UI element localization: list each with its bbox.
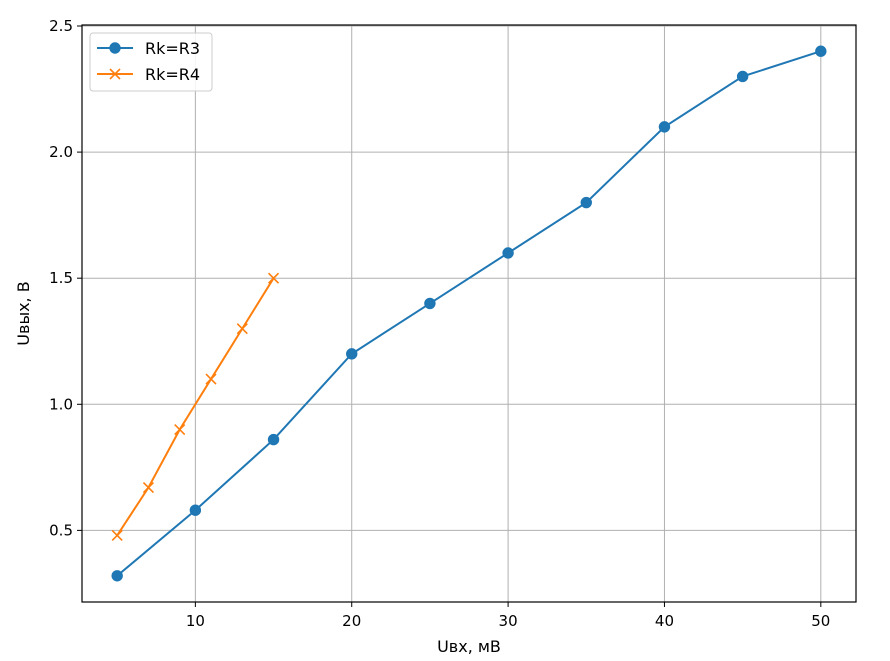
data-point — [736, 70, 749, 83]
y-axis-label: Uвых, В — [14, 281, 33, 345]
x-marker-stroke — [111, 529, 123, 541]
series-rk-r3 — [111, 45, 827, 582]
series-layer — [111, 45, 827, 582]
x-tick-label: 10 — [186, 612, 205, 630]
y-tick-label: 2.0 — [49, 143, 73, 161]
data-point — [815, 45, 827, 57]
legend: Rk=R3 Rk=R4 — [89, 32, 213, 92]
data-point — [346, 348, 358, 360]
legend-item: Rk=R4 — [97, 65, 200, 84]
x-tick-label: 30 — [499, 612, 518, 630]
y-tick-label: 1.0 — [49, 395, 73, 413]
x-marker-stroke — [109, 68, 121, 80]
data-point — [267, 433, 280, 446]
series-rk-r4 — [111, 272, 280, 541]
data-point — [205, 373, 217, 385]
x-marker-stroke — [205, 373, 217, 385]
data-point — [189, 504, 202, 516]
data-point — [111, 529, 123, 541]
x-marker-stroke — [142, 481, 155, 494]
y-tick-label: 0.5 — [49, 521, 73, 539]
grid — [82, 25, 856, 602]
data-point — [502, 247, 514, 259]
data-point — [424, 297, 436, 310]
data-point — [109, 68, 121, 80]
ticks: 10 20 30 40 50 0.5 1.0 1.5 2.0 2.5 — [49, 17, 830, 630]
data-point — [236, 323, 248, 335]
series-line — [116, 50, 822, 577]
data-point — [109, 42, 121, 54]
data-point — [111, 570, 123, 582]
x-tick-label: 20 — [342, 612, 361, 630]
x-tick-label: 40 — [655, 612, 674, 630]
series-line — [116, 277, 275, 536]
data-point — [580, 196, 592, 209]
plot-frame — [81, 24, 857, 603]
x-axis-label: Uвх, мВ — [437, 637, 501, 656]
data-point — [174, 423, 186, 436]
data-point — [267, 272, 280, 284]
legend-label: Rk=R3 — [145, 39, 200, 58]
y-tick-label: 2.5 — [49, 17, 73, 35]
legend-item: Rk=R3 — [97, 39, 200, 58]
x-marker-stroke — [267, 272, 280, 284]
x-marker-stroke — [174, 423, 186, 436]
x-marker-stroke — [236, 323, 248, 335]
legend-label: Rk=R4 — [145, 65, 200, 84]
data-point — [658, 121, 671, 133]
y-tick-label: 1.5 — [49, 269, 73, 287]
x-tick-label: 50 — [811, 612, 830, 630]
data-point — [142, 481, 155, 494]
